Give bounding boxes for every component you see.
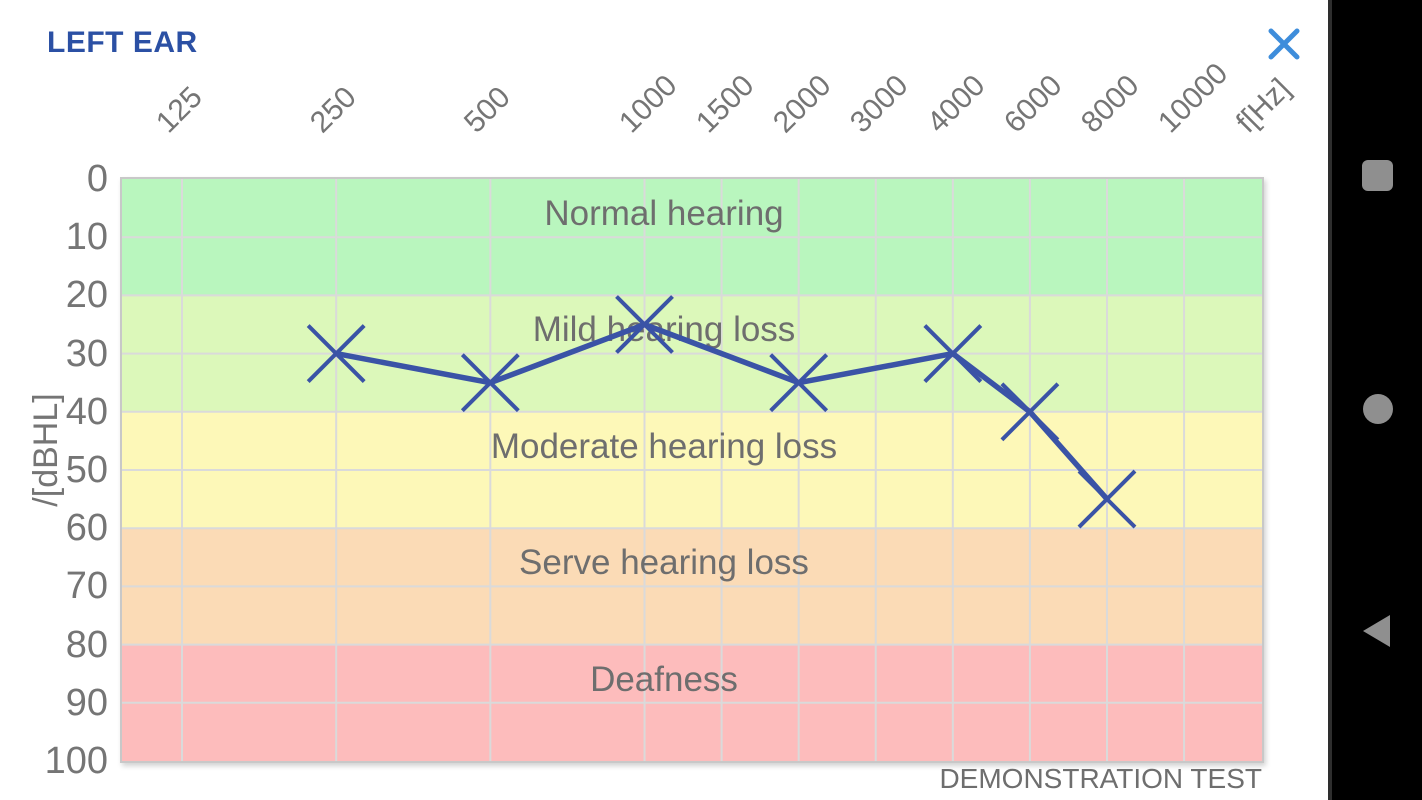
close-button[interactable] — [1264, 24, 1304, 64]
x-tick-label: 4000 — [920, 68, 992, 140]
zone-label: Serve hearing loss — [519, 543, 809, 583]
y-tick-label: 70 — [65, 565, 108, 608]
y-tick-label: 50 — [65, 449, 108, 491]
y-tick-label: 20 — [65, 274, 108, 317]
demo-watermark: DEMONSTRATION TEST — [939, 763, 1262, 794]
x-axis-unit-label: f[Hz] — [1229, 72, 1297, 140]
x-tick-label: 6000 — [997, 68, 1069, 140]
zone-label: Moderate hearing loss — [490, 426, 838, 466]
android-nav-bar — [1328, 0, 1422, 800]
y-tick-label: 60 — [65, 507, 108, 550]
zone-label: Normal hearing — [544, 194, 784, 233]
y-tick-label: 0 — [86, 158, 108, 200]
y-tick-label: 10 — [65, 216, 108, 259]
zone-label: Deafness — [590, 659, 738, 699]
y-tick-label: 90 — [65, 681, 108, 724]
zone-label: Mild hearing loss — [532, 310, 796, 350]
x-tick-label: 125 — [149, 80, 209, 140]
back-icon[interactable] — [1362, 614, 1390, 648]
recents-icon[interactable] — [1362, 160, 1393, 191]
x-tick-label: 1500 — [689, 68, 761, 140]
x-tick-label: 8000 — [1074, 68, 1146, 140]
y-tick-label: 30 — [65, 332, 108, 375]
x-tick-label: 2000 — [766, 68, 838, 140]
x-tick-label: 500 — [458, 80, 518, 140]
home-icon[interactable] — [1363, 394, 1393, 424]
page-title: LEFT EAR — [47, 26, 198, 59]
x-tick-label: 250 — [304, 80, 363, 140]
audiogram-screen: LEFT EAR 125 250 500 1000 1500 2000 3000 4000 60… — [27, 24, 1304, 794]
y-tick-label: 40 — [65, 390, 108, 433]
x-tick-label: 10000 — [1152, 56, 1235, 140]
y-tick-label: 80 — [65, 623, 108, 666]
x-tick-label: 1000 — [612, 68, 683, 140]
close-icon — [1268, 28, 1300, 60]
y-tick-label: 100 — [44, 740, 108, 782]
x-tick-label: 3000 — [843, 68, 915, 140]
